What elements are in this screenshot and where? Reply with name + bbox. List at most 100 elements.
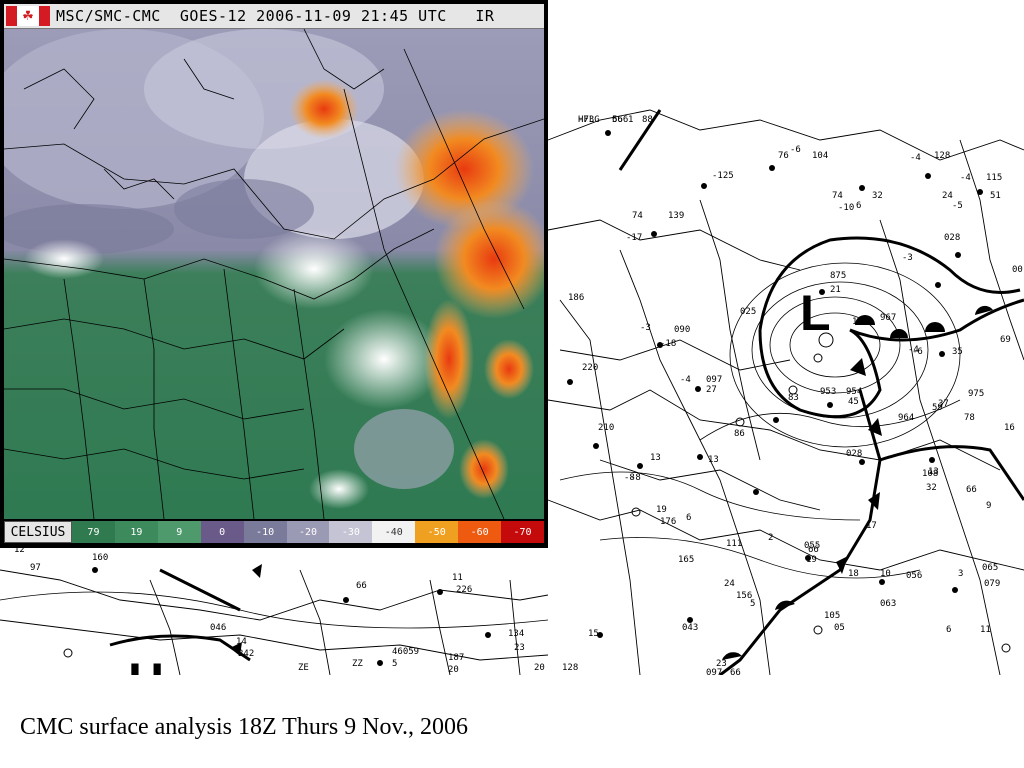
station-plot-label: -10 [838,203,854,213]
station-plot-label: 20 [448,665,459,675]
station-plot-label: 953 [820,387,836,397]
station-plot-label: -4 [960,173,971,183]
station-plot-label: -4 [680,375,691,385]
station-plot-label: 23 [514,643,525,653]
station-plot-label: 78 [964,413,975,423]
station-plot-label: 23 [716,659,727,669]
station-plot-label: -5 [952,201,963,211]
station-plot-label: 028 [944,233,960,243]
station-plot-label: 187 [448,653,464,663]
station-plot-label: 66 [966,485,977,495]
station-plot-label: -4 [908,345,919,355]
station-plot-label: 12 [14,545,25,555]
station-plot-label: 115 [986,173,1002,183]
station-plot-label: 079 [984,579,1000,589]
map-borders [0,109,1024,675]
station-plot-label: 13 [708,455,719,465]
station-plot-label: 35 [952,347,963,357]
legend-cell: 79 [72,521,115,543]
station-plot-label: 14 [236,637,247,647]
station-plot-label: -3 [902,253,913,263]
station-plot-label: 964 [898,413,914,423]
station-plot-label: -8 [624,473,635,483]
station-plot-label: 186 [568,293,584,303]
station-plot-label: -3 [640,323,651,333]
station-plot-label: 05 [834,623,845,633]
station-plot-label: -125 [712,171,734,181]
station-plot-label: 17 [866,521,877,531]
station-plot-label: 090 [674,325,690,335]
isobars [0,262,961,629]
station-plot-label: 24 [942,191,953,201]
station-plot-label: 21 [830,285,841,295]
station-plot-label: 242 [238,649,254,659]
high-pressure-label: H [128,653,164,675]
legend-cell: -60 [458,521,502,543]
legend-cell: -30 [329,521,373,543]
temperature-color-legend: CELSIUS 79 19 9 0 -10 -20 -30 -40 -50 -60 -70 [4,521,544,543]
station-plot-label: 028 [846,449,862,459]
station-plot-label: 566 [612,115,628,125]
station-plot-label: 97 [30,563,41,573]
station-plot-label: 025 [740,307,756,317]
station-plot-label: 32 [926,483,937,493]
station-plot-label: 5 [750,599,755,609]
station-plot-label: 043 [682,623,698,633]
legend-cell: -40 [372,521,416,543]
legend-color-scale: 79 19 9 0 -10 -20 -30 -40 -50 -60 -70 [72,521,544,543]
station-plot-label: -18 [660,339,676,349]
station-plot-label: 134 [508,629,524,639]
station-plot-label: 9 [986,501,991,511]
station-plot-label: 056 [906,571,922,581]
station-plot-label: 69 [1000,335,1011,345]
station-plot-label: 00 [1012,265,1023,275]
station-plot-label: 66 [356,581,367,591]
station-plot-label: -73 [578,115,594,125]
station-plot-label: 13 [928,467,939,477]
station-plot-label: 76 [778,151,789,161]
canadian-flag-icon: ☘ [6,6,50,26]
station-plot-label: 46059 [392,647,419,657]
station-plot-label: 176 [660,517,676,527]
station-plot-label: 20 [534,663,545,673]
station-plot-label: 139 [668,211,684,221]
station-plot-label: 063 [880,599,896,609]
station-plot-label: 11 [980,625,991,635]
station-plot-label: 66 [730,668,741,675]
station-plot-label: 156 [736,591,752,601]
station-plot-label: 128 [562,663,578,673]
station-plot-label: ZE [298,663,309,673]
station-plot-label: 105 [824,611,840,621]
station-plot-label: 88 [642,115,653,125]
station-plot-label: 165 [678,555,694,565]
station-plot-label: 24 [724,579,735,589]
satellite-image-panel: ☘ MSC/SMC-CMC GOES-12 2006-11-09 21:45 U… [0,0,548,548]
station-plot-label: 66 [808,545,819,555]
station-plot-label: 27 [706,385,717,395]
satellite-map-outlines [4,29,544,519]
station-plot-label: -8 [630,473,641,483]
station-plot-label: -6 [790,145,801,155]
station-plot-label: 6 [946,625,951,635]
station-plot-label: 2 [768,533,773,543]
station-plot-label: 3 [958,569,963,579]
station-plot-label: 74 [632,211,643,221]
station-plot-label: 226 [456,585,472,595]
station-rings [63,332,1011,658]
station-plot-label: 18 [848,569,859,579]
station-plot-label: 954 [846,387,862,397]
legend-cell: -10 [243,521,287,543]
station-plot-label: 45 [848,397,859,407]
station-plot-label: 16 [1004,423,1015,433]
station-plot-label: 046 [210,623,226,633]
station-plot-label: 128 [934,151,950,161]
legend-cell: 9 [157,521,201,543]
station-plot-label: 5 [392,659,397,669]
station-dots [92,130,983,666]
station-plot-label: 065 [982,563,998,573]
station-plot-label: 66 [612,115,623,125]
station-plot-label: 6 [686,513,691,523]
station-plot-label: 111 [726,539,742,549]
station-plot-label: 108 [922,469,938,479]
station-plot-label: 097 [706,668,722,675]
